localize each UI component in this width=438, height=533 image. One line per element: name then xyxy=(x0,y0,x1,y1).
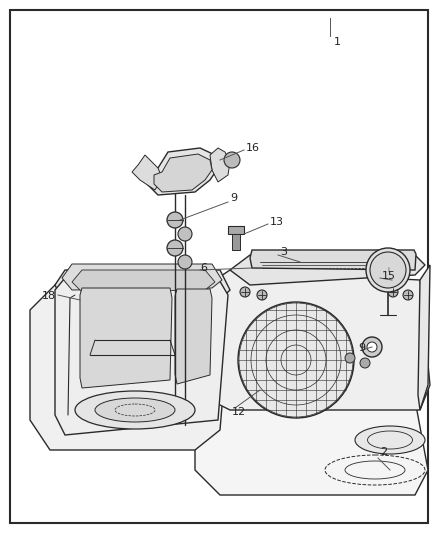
Circle shape xyxy=(370,252,406,288)
Circle shape xyxy=(178,227,192,241)
Circle shape xyxy=(403,290,413,300)
Text: i: i xyxy=(387,267,389,273)
Polygon shape xyxy=(230,255,425,285)
Polygon shape xyxy=(62,264,222,290)
Text: 3: 3 xyxy=(280,247,287,257)
Circle shape xyxy=(366,248,410,292)
Polygon shape xyxy=(148,148,218,195)
Text: 13: 13 xyxy=(270,217,284,227)
Polygon shape xyxy=(72,270,215,292)
Circle shape xyxy=(362,337,382,357)
Polygon shape xyxy=(250,250,416,270)
Circle shape xyxy=(257,290,267,300)
Circle shape xyxy=(167,240,183,256)
Text: 18: 18 xyxy=(42,291,56,301)
Circle shape xyxy=(167,212,183,228)
Polygon shape xyxy=(55,278,228,435)
Text: 16: 16 xyxy=(246,143,260,153)
Polygon shape xyxy=(132,155,162,190)
Circle shape xyxy=(367,342,377,352)
Circle shape xyxy=(360,358,370,368)
Polygon shape xyxy=(418,265,430,410)
Polygon shape xyxy=(195,380,428,495)
Text: 9: 9 xyxy=(358,343,365,353)
Polygon shape xyxy=(80,288,172,388)
Text: 2: 2 xyxy=(380,447,387,457)
Circle shape xyxy=(388,287,398,297)
Ellipse shape xyxy=(75,391,195,429)
Ellipse shape xyxy=(355,426,425,454)
Polygon shape xyxy=(175,289,212,384)
Circle shape xyxy=(345,353,355,363)
Circle shape xyxy=(224,152,240,168)
Polygon shape xyxy=(232,234,240,250)
Circle shape xyxy=(238,302,354,418)
Polygon shape xyxy=(55,270,230,300)
Text: 9: 9 xyxy=(230,193,237,203)
Text: 15: 15 xyxy=(382,271,396,281)
Text: 1: 1 xyxy=(334,37,341,47)
Polygon shape xyxy=(154,154,212,192)
Polygon shape xyxy=(210,148,230,182)
Polygon shape xyxy=(200,270,430,410)
Text: 12: 12 xyxy=(232,407,246,417)
Circle shape xyxy=(240,287,250,297)
Polygon shape xyxy=(30,280,230,450)
Polygon shape xyxy=(228,226,244,234)
Text: 6: 6 xyxy=(200,263,207,273)
Circle shape xyxy=(178,255,192,269)
Ellipse shape xyxy=(95,398,175,422)
